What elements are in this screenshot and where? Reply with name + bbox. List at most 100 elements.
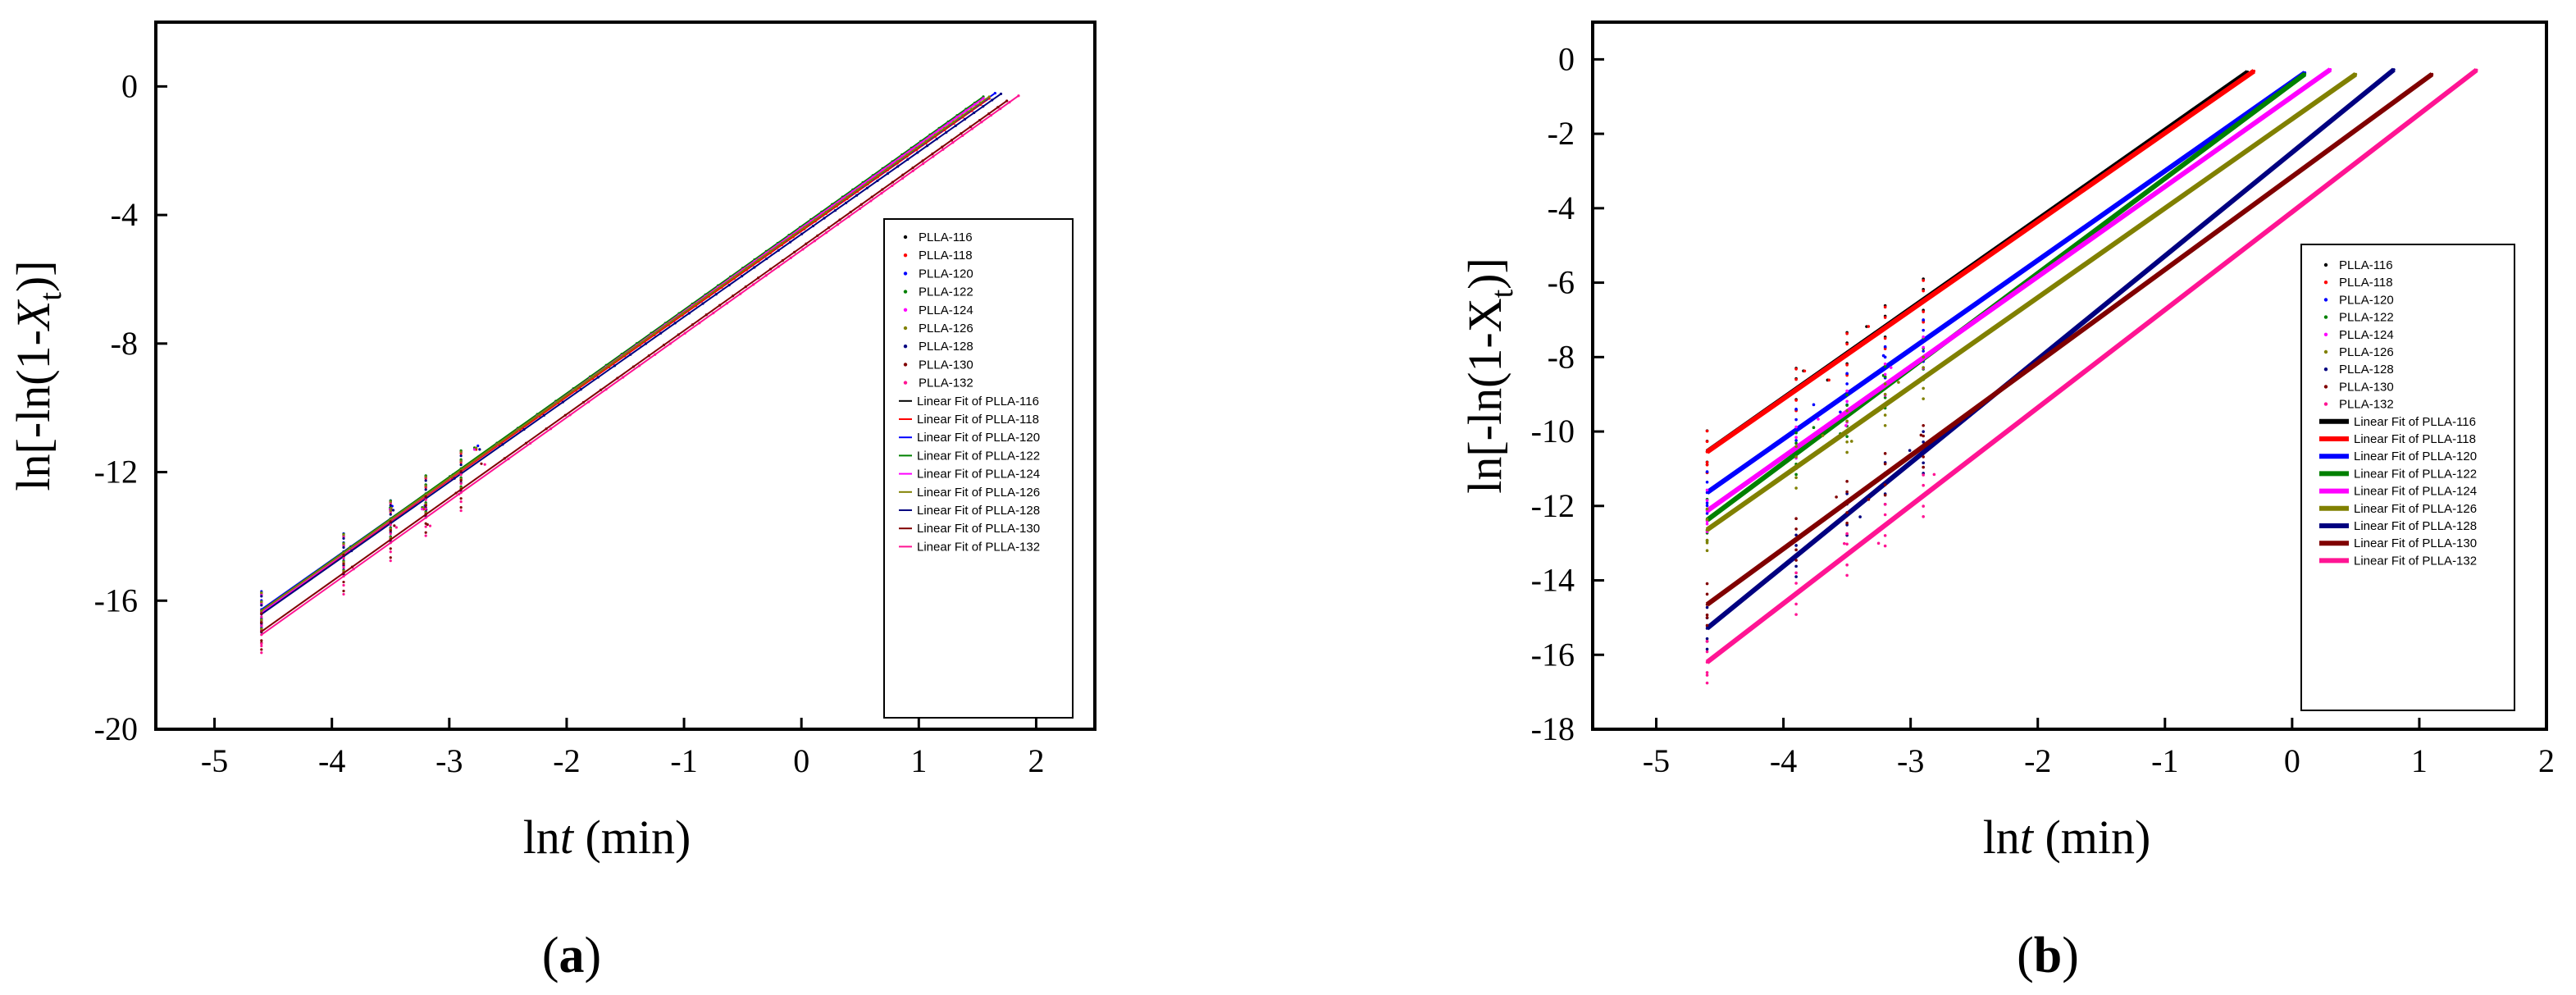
data-point <box>1919 433 1923 437</box>
data-point <box>866 181 869 185</box>
data-point <box>389 538 392 541</box>
data-point <box>591 375 595 379</box>
x-tick-label: -3 <box>435 742 463 779</box>
chart-panel-a: -5 -4 -3 -2 -1 0 1 2 0-4-8-12-16-20 PLLA-116PLL… <box>7 21 1097 984</box>
data-point <box>1845 500 1849 504</box>
data-point <box>2338 84 2342 87</box>
data-point <box>2367 88 2371 92</box>
data-point <box>946 121 950 126</box>
data-point <box>1839 410 1842 414</box>
data-point <box>2163 267 2168 271</box>
data-point <box>389 556 392 559</box>
data-point <box>915 146 919 150</box>
data-point <box>260 621 263 624</box>
data-point <box>961 114 964 117</box>
data-point <box>1794 476 1798 480</box>
data-point <box>1794 548 1798 552</box>
data-point <box>1956 467 1960 471</box>
data-point <box>1989 308 1993 312</box>
data-point <box>390 506 393 509</box>
data-point <box>1883 347 1887 350</box>
x-tick-label: -5 <box>201 742 228 779</box>
data-point <box>260 609 263 613</box>
data-point <box>622 376 625 379</box>
data-point <box>260 615 263 618</box>
data-point <box>1794 455 1798 459</box>
legend-marker <box>2323 367 2328 372</box>
data-point <box>999 107 1002 111</box>
data-point <box>1899 315 1904 318</box>
data-point <box>2375 81 2379 85</box>
data-point <box>2072 232 2077 236</box>
data-point <box>342 565 345 569</box>
data-point <box>538 413 541 416</box>
data-point <box>1785 472 1788 477</box>
data-point <box>2446 89 2451 94</box>
data-point <box>2131 208 2135 212</box>
data-point <box>2127 232 2131 235</box>
data-point <box>960 132 963 135</box>
data-point <box>2022 230 2026 234</box>
data-point <box>2404 92 2408 95</box>
y-axis-a: 0 -4 -8 -12 -16 -20 <box>94 67 167 747</box>
data-point <box>545 427 548 431</box>
data-point <box>886 171 889 176</box>
data-point <box>1858 515 1862 518</box>
data-point <box>2329 146 2332 150</box>
data-point <box>973 103 977 106</box>
data-point <box>2272 130 2276 134</box>
data-point <box>2289 118 2293 121</box>
data-point <box>2219 135 2223 138</box>
data-point <box>1794 399 1798 402</box>
data-point <box>757 258 760 262</box>
data-point <box>1705 650 1709 654</box>
legend-label: PLLA-124 <box>2339 328 2394 342</box>
data-point <box>2255 237 2259 240</box>
data-point <box>2051 248 2054 252</box>
data-point <box>891 184 894 188</box>
data-point <box>2145 144 2150 148</box>
data-point <box>2151 263 2155 267</box>
legend-label: Linear Fit of PLLA-116 <box>2354 415 2476 429</box>
y-axis-title-b: ln[-ln(1-Xt)] <box>1458 258 1520 494</box>
data-point <box>2358 126 2362 129</box>
data-point <box>424 516 427 519</box>
data-point <box>2314 192 2317 196</box>
data-point <box>2055 390 2059 395</box>
data-point <box>2070 196 2073 200</box>
data-point <box>987 95 991 98</box>
legend-box-a <box>883 218 1074 719</box>
legend-marker <box>2323 332 2328 336</box>
legend-box-b <box>2300 244 2515 711</box>
legend-label: PLLA-116 <box>919 230 973 244</box>
data-point <box>2113 213 2118 217</box>
y-axis-title-a: ln[-ln(1-Xt)] <box>7 260 68 491</box>
data-point <box>1922 423 1925 427</box>
data-point <box>501 443 504 446</box>
data-point <box>2306 106 2309 110</box>
data-point <box>2137 149 2141 153</box>
data-point <box>2110 222 2114 226</box>
data-point <box>2169 172 2173 176</box>
data-point <box>260 651 263 655</box>
data-point <box>1705 538 1709 542</box>
data-point <box>1883 413 1887 417</box>
data-point <box>2309 161 2313 165</box>
data-point <box>791 234 795 237</box>
data-point <box>900 176 905 180</box>
data-point <box>476 444 480 448</box>
legend-label: Linear Fit of PLLA-128 <box>2354 519 2477 533</box>
data-point <box>2055 282 2059 285</box>
data-point <box>1922 366 1925 369</box>
data-point <box>2289 176 2292 180</box>
data-point <box>876 174 879 177</box>
data-point <box>1005 99 1009 103</box>
y-tick-label: -10 <box>1531 413 1575 450</box>
data-point <box>1922 386 1925 390</box>
data-point <box>1922 465 1925 469</box>
data-point <box>2430 72 2434 76</box>
data-point <box>813 240 816 243</box>
data-point <box>616 377 619 380</box>
data-point <box>2305 138 2309 142</box>
